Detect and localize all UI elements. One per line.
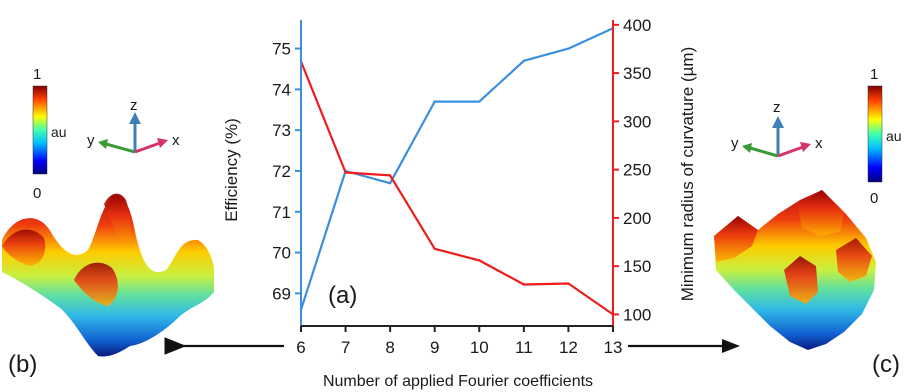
chart-axes: 69 70 71 72 73 74 75 100 150 200 250 300 350 400 6 7 8 9 1… (272, 16, 651, 357)
colorbar-left-max-label: 1 (33, 66, 41, 83)
colorbar-right-max-label: 1 (870, 66, 878, 83)
panel-label-a: (a) (328, 282, 357, 309)
triad-left-z-arrowhead (129, 112, 141, 124)
x-tick-label: 7 (341, 338, 350, 357)
y-right-tick-label: 200 (623, 209, 651, 228)
colorbar-left (32, 85, 48, 175)
x-tick-label: 8 (385, 338, 394, 357)
surface-left-ridge-3 (2, 229, 46, 266)
triad-right-x-label: x (815, 135, 823, 152)
radius-data-point (388, 174, 392, 177)
radius-data-point (567, 282, 570, 285)
efficiency-data-point (433, 100, 436, 103)
x-tick-label: 11 (515, 338, 533, 357)
surface-left-ridge-2 (74, 262, 118, 306)
colorbar-right (867, 85, 883, 183)
y-right-tick-label: 250 (623, 161, 651, 180)
surface-plot-right (714, 190, 876, 350)
triad-left-x-arrowhead (157, 138, 168, 148)
axes-triad-left: z y x (87, 97, 180, 154)
panel-c: 1 au 0 z y x (c) (714, 66, 902, 378)
surface-right-ridge-2 (798, 190, 844, 236)
efficiency-data-point (388, 182, 392, 185)
panel-b: 1 au 0 z y x (b) (2, 66, 214, 378)
triad-right-y-arrowhead (742, 143, 752, 153)
y-axis-left-title: Efficiency (%) (222, 118, 241, 222)
triad-left-x-axis (134, 141, 161, 154)
radius-series-line (299, 61, 614, 316)
y-right-tick-label: 150 (623, 257, 651, 276)
x-tick-label: 12 (559, 338, 578, 357)
efficiency-radius-chart: 69 70 71 72 73 74 75 100 150 200 250 300 350 400 6 7 8 9 1… (222, 16, 697, 390)
y-right-tick-label: 300 (623, 112, 651, 131)
triad-left-z-label: z (130, 97, 138, 114)
surface-plot-left (2, 193, 214, 357)
triad-left-y-label: y (87, 132, 95, 149)
radius-data-point (478, 259, 481, 262)
panel-label-b: (b) (8, 351, 37, 378)
triad-right-z-arrowhead (772, 116, 784, 128)
chart-marks (299, 26, 615, 316)
y-right-tick-label: 400 (623, 16, 651, 35)
y-left-tick-label: 74 (272, 80, 291, 99)
triad-right-y-label: y (731, 135, 739, 152)
y-left-tick-label: 73 (272, 121, 291, 140)
y-left-tick-label: 75 (272, 40, 291, 59)
y-axis-right-title: Minimum radius of curvature (µm) (678, 47, 697, 301)
arrow-to-panel-c-head (722, 339, 740, 353)
x-tick-label: 13 (604, 338, 623, 357)
panel-label-c: (c) (872, 351, 900, 378)
x-tick-label: 9 (430, 338, 439, 357)
colorbar-right-unit-label: au (886, 128, 902, 144)
radius-data-point (433, 247, 436, 250)
surface-right-ridge-3 (784, 256, 818, 304)
x-tick-label: 10 (470, 338, 489, 357)
triad-right-z-label: z (773, 99, 781, 116)
triad-right-x-arrowhead (800, 142, 811, 152)
radius-data-point (344, 171, 347, 174)
surface-right-ridge-4 (836, 238, 872, 282)
y-right-tick-label: 100 (623, 305, 651, 324)
radius-data-point (522, 283, 526, 286)
surface-left-ridge-1 (104, 193, 131, 248)
y-left-tick-label: 70 (272, 244, 291, 263)
efficiency-data-point (567, 47, 570, 50)
y-left-tick-label: 69 (272, 284, 291, 303)
colorbar-right-min-label: 0 (870, 190, 878, 207)
surface-right-ridge-1 (714, 216, 758, 262)
y-left-tick-label: 72 (272, 162, 291, 181)
triad-right-x-axis (777, 145, 804, 158)
triad-left-y-arrowhead (98, 139, 108, 149)
triad-left-x-label: x (172, 132, 180, 149)
colorbar-left-min-label: 0 (33, 185, 41, 202)
y-left-tick-label: 71 (272, 203, 291, 222)
axes-triad-right: z y x (731, 99, 823, 158)
x-axis-title: Number of applied Fourier coefficients (323, 373, 593, 390)
efficiency-data-point (522, 59, 526, 62)
x-tick-label: 6 (296, 338, 305, 357)
triad-left-y-axis (105, 142, 136, 154)
colorbar-left-unit-label: au (51, 124, 67, 140)
efficiency-series-line (299, 27, 614, 311)
triad-right-y-axis (749, 146, 779, 158)
efficiency-data-point (478, 100, 481, 103)
y-right-tick-label: 350 (623, 64, 651, 83)
